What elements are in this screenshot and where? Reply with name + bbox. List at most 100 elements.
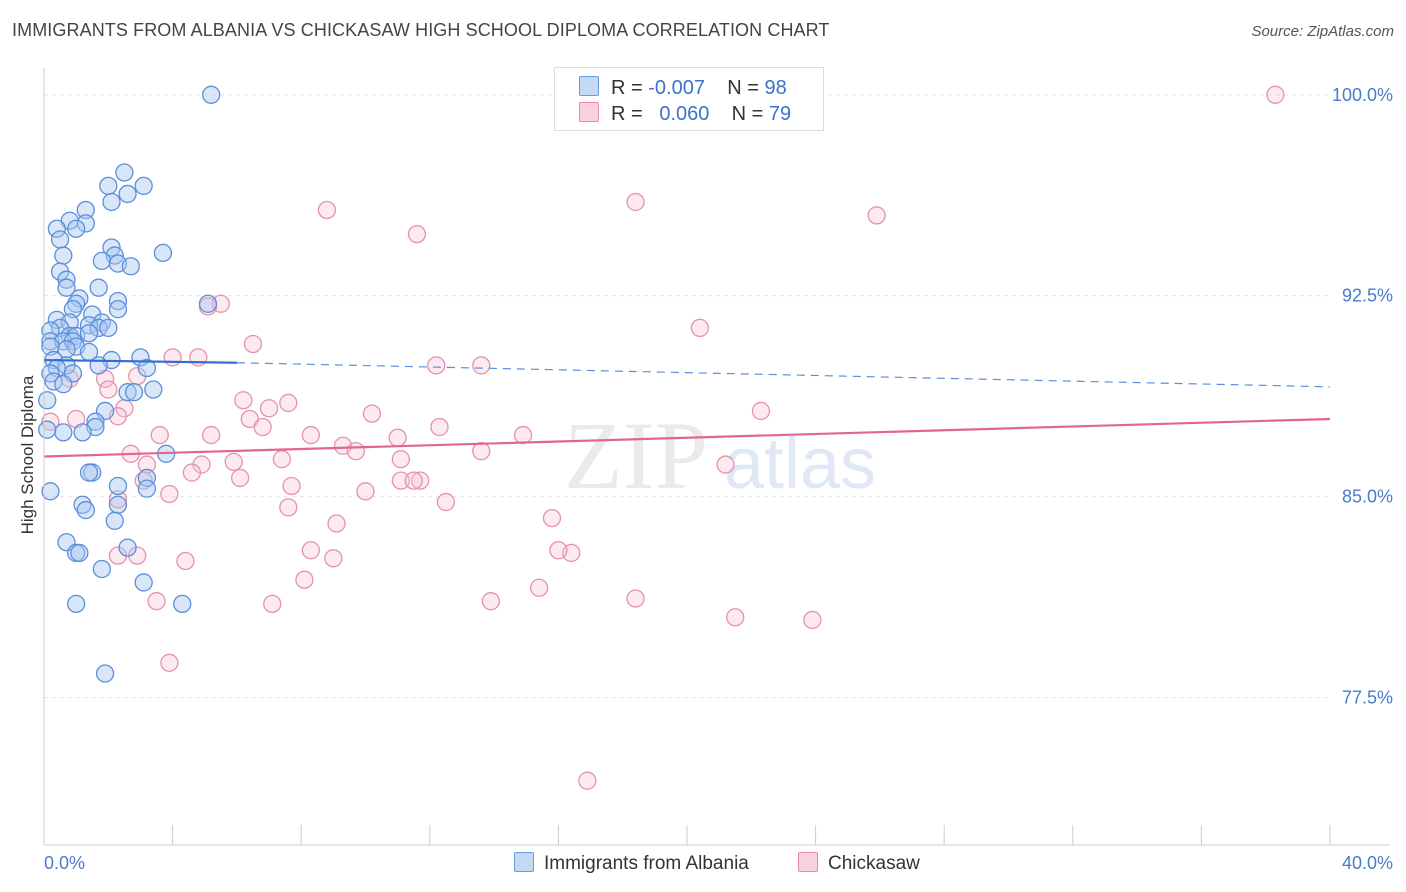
legend-item-chickasaw[interactable]: Chickasaw <box>798 852 920 875</box>
albania-point <box>57 278 76 297</box>
chickasaw-point <box>327 514 346 533</box>
chickasaw-point <box>407 224 427 244</box>
albania-point <box>137 468 157 488</box>
legend-stats: R = -0.007 N = 98 R = 0.060 N = 79 <box>554 67 824 131</box>
albania-point <box>86 412 105 431</box>
chickasaw-point <box>388 428 407 447</box>
albania-point <box>118 538 137 557</box>
chickasaw-point <box>253 417 272 437</box>
x-tick-label-0: 0.0% <box>44 853 85 873</box>
chickasaw-point <box>427 356 446 375</box>
chickasaw-point <box>411 471 430 490</box>
chickasaw-point <box>234 391 253 410</box>
chickasaw-point <box>481 592 501 611</box>
chickasaw-point <box>626 192 645 212</box>
albania-point <box>38 420 57 439</box>
chickasaw-point <box>430 417 449 437</box>
chickasaw-point <box>549 541 568 560</box>
albania-point <box>137 479 157 498</box>
y-tick-label-3: 100.0% <box>1332 85 1393 105</box>
chickasaw-point <box>160 653 179 672</box>
chickasaw-point <box>279 393 298 413</box>
albania-point <box>95 664 115 683</box>
chickasaw-point <box>346 441 366 461</box>
albania-point <box>134 573 153 592</box>
albania-points <box>38 85 221 683</box>
albania-point <box>76 214 95 233</box>
albania-point <box>108 495 128 514</box>
chickasaw-swatch <box>579 102 599 122</box>
y-tick-label-1: 85.0% <box>1342 487 1393 507</box>
chickasaw-point <box>436 492 456 512</box>
y-tick-label-2: 92.5% <box>1342 286 1393 306</box>
chart-title: IMMIGRANTS FROM ALBANIA VS CHICKASAW HIG… <box>12 20 830 40</box>
r-label: R = <box>611 77 643 99</box>
albania-point <box>121 257 140 276</box>
axis-ticks: 77.5% 85.0% 92.5% 100.0% 0.0% 40.0% <box>44 85 1393 873</box>
albania-point <box>118 383 137 402</box>
albania-point <box>67 594 86 614</box>
chickasaw-point <box>230 468 250 488</box>
albania-swatch <box>579 76 599 96</box>
chickasaw-point <box>404 471 423 490</box>
albania-point <box>38 391 57 410</box>
chickasaw-point <box>224 452 243 472</box>
albania-point <box>54 423 73 442</box>
chickasaw-point <box>472 356 491 375</box>
albania-point <box>108 476 128 496</box>
chickasaw-point <box>472 441 491 461</box>
chickasaw-point <box>150 425 169 445</box>
chickasaw-point <box>295 570 314 589</box>
albania-point <box>89 356 108 375</box>
legend-item-albania[interactable]: Immigrants from Albania <box>514 852 749 875</box>
chickasaw-point <box>279 498 298 517</box>
r-value-albania: -0.007 <box>648 77 705 99</box>
r-label: R = <box>611 103 643 125</box>
chickasaw-point <box>716 455 735 474</box>
chickasaw-point <box>259 399 279 418</box>
source-label: Source: ZipAtlas.com <box>1251 23 1394 40</box>
legend-series: Immigrants from Albania Chickasaw <box>0 852 1406 878</box>
chickasaw-point <box>147 592 166 611</box>
chickasaw-point <box>356 482 375 501</box>
chickasaw-point <box>108 490 128 509</box>
albania-point <box>118 184 137 204</box>
albania-point <box>63 299 83 319</box>
albania-point <box>73 423 92 442</box>
chickasaw-point <box>391 471 411 490</box>
albania-point <box>153 243 173 263</box>
albania-point <box>99 318 118 338</box>
albania-point <box>99 176 118 196</box>
chickasaw-point <box>202 425 221 445</box>
albania-point <box>41 482 60 501</box>
albania-point <box>73 495 92 514</box>
chickasaw-legend-swatch <box>798 852 818 872</box>
albania-point <box>70 289 89 308</box>
chickasaw-point <box>243 334 263 354</box>
albania-point <box>79 463 99 482</box>
axes <box>43 68 1390 846</box>
albania-point <box>108 299 128 319</box>
albania-point <box>202 85 221 104</box>
chickasaw-point <box>726 608 745 627</box>
albania-point <box>89 318 108 338</box>
n-label: N = <box>727 77 759 99</box>
albania-point <box>67 294 86 313</box>
chickasaw-point <box>578 771 597 790</box>
chickasaw-point <box>529 578 549 597</box>
chickasaw-trend-line <box>43 417 1331 458</box>
trend-lines <box>43 358 1331 458</box>
chickasaw-point <box>751 401 771 421</box>
n-label: N = <box>731 103 764 125</box>
albania-point <box>70 543 89 563</box>
albania-point <box>105 511 124 530</box>
chickasaw-point <box>282 476 301 496</box>
albania-point <box>134 176 153 196</box>
albania-point <box>76 200 95 220</box>
albania-point <box>47 219 67 238</box>
albania-point <box>92 559 112 579</box>
albania-point <box>67 219 86 238</box>
legend-label-albania: Immigrants from Albania <box>544 853 749 874</box>
chickasaw-point <box>317 200 337 220</box>
